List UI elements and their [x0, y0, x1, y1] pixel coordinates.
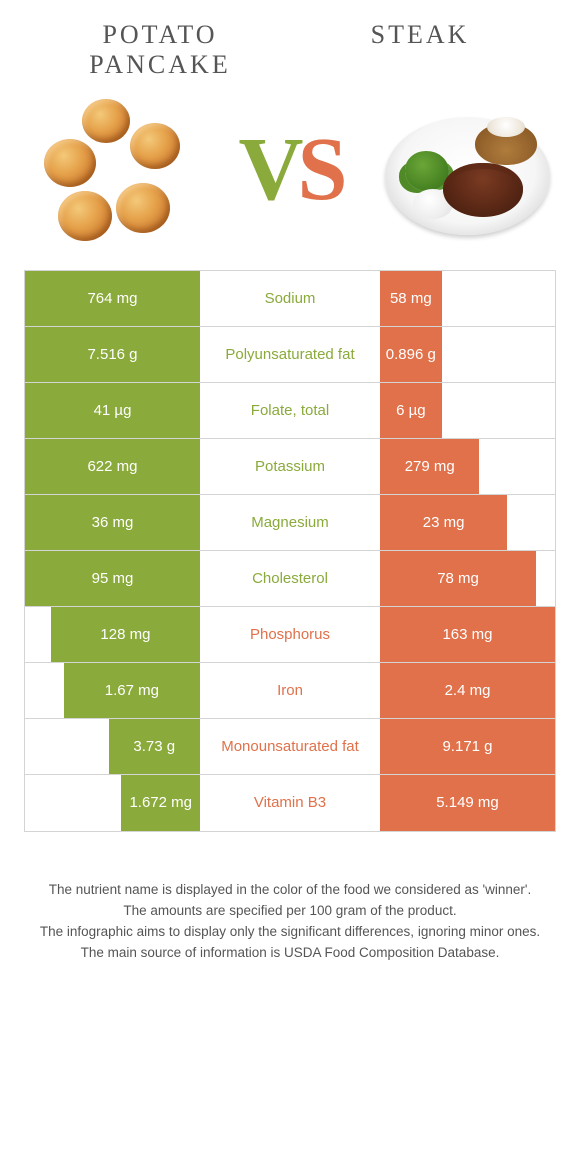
nutrient-label: Folate, total — [200, 383, 380, 438]
right-value: 2.4 mg — [380, 663, 555, 718]
table-row: 128 mgPhosphorus163 mg — [25, 607, 555, 663]
right-value: 9.171 g — [380, 719, 555, 774]
right-value: 23 mg — [380, 495, 507, 550]
right-value: 163 mg — [380, 607, 555, 662]
left-value: 622 mg — [25, 439, 200, 494]
left-value: 95 mg — [25, 551, 200, 606]
table-row: 3.73 gMonounsaturated fat9.171 g — [25, 719, 555, 775]
vs-v: V — [238, 120, 297, 219]
left-value: 764 mg — [25, 271, 200, 326]
footer-line-1: The nutrient name is displayed in the co… — [30, 880, 550, 901]
vs-s: S — [297, 120, 341, 219]
table-row: 1.67 mgIron2.4 mg — [25, 663, 555, 719]
right-value: 0.896 g — [380, 327, 442, 382]
right-food-title: Steak — [320, 20, 520, 80]
nutrient-label: Sodium — [200, 271, 380, 326]
footer-line-4: The main source of information is USDA F… — [30, 943, 550, 964]
nutrient-label: Monounsaturated fat — [200, 719, 380, 774]
titles-row: Potato pancake Steak — [0, 0, 580, 80]
left-value: 1.67 mg — [64, 663, 200, 718]
hero-row: VS — [0, 80, 580, 270]
footer-line-3: The infographic aims to display only the… — [30, 922, 550, 943]
right-value: 279 mg — [380, 439, 479, 494]
footer-notes: The nutrient name is displayed in the co… — [30, 880, 550, 964]
table-row: 1.672 mgVitamin B35.149 mg — [25, 775, 555, 831]
nutrient-label: Polyunsaturated fat — [200, 327, 380, 382]
left-value: 7.516 g — [25, 327, 200, 382]
nutrient-label: Potassium — [200, 439, 380, 494]
right-value: 5.149 mg — [380, 775, 555, 831]
table-row: 95 mgCholesterol78 mg — [25, 551, 555, 607]
nutrient-label: Iron — [200, 663, 380, 718]
left-value: 41 µg — [25, 383, 200, 438]
table-row: 41 µgFolate, total6 µg — [25, 383, 555, 439]
vs-label: VS — [238, 125, 341, 215]
left-food-title: Potato pancake — [60, 20, 260, 80]
table-row: 622 mgPotassium279 mg — [25, 439, 555, 495]
left-food-image — [30, 95, 195, 245]
left-value: 1.672 mg — [121, 775, 200, 831]
left-value: 36 mg — [25, 495, 200, 550]
nutrient-label: Vitamin B3 — [200, 775, 380, 831]
footer-line-2: The amounts are specified per 100 gram o… — [30, 901, 550, 922]
nutrient-label: Phosphorus — [200, 607, 380, 662]
nutrient-label: Magnesium — [200, 495, 380, 550]
right-value: 6 µg — [380, 383, 442, 438]
right-value: 78 mg — [380, 551, 536, 606]
right-value: 58 mg — [380, 271, 442, 326]
comparison-table: 764 mgSodium58 mg7.516 gPolyunsaturated … — [24, 270, 556, 832]
left-value: 3.73 g — [109, 719, 200, 774]
table-row: 764 mgSodium58 mg — [25, 271, 555, 327]
table-row: 7.516 gPolyunsaturated fat0.896 g — [25, 327, 555, 383]
left-value: 128 mg — [51, 607, 200, 662]
table-row: 36 mgMagnesium23 mg — [25, 495, 555, 551]
nutrient-label: Cholesterol — [200, 551, 380, 606]
right-food-image — [385, 95, 550, 245]
